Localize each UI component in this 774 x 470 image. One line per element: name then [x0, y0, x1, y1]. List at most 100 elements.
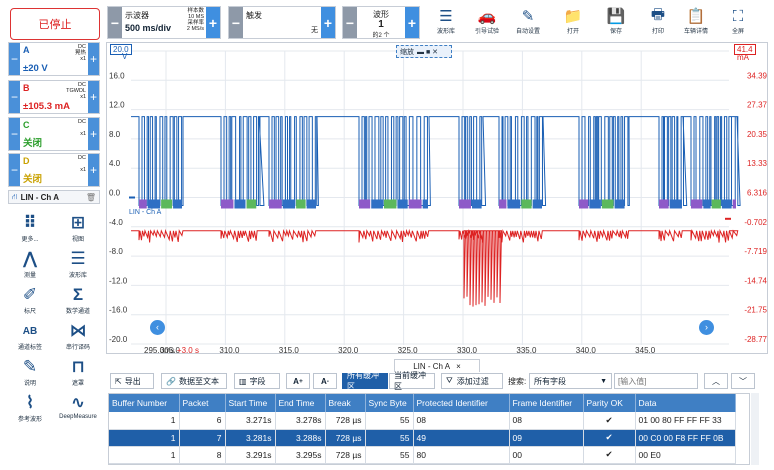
channel-range-decrease-button[interactable]: − [9, 154, 20, 186]
search-prev-button[interactable]: ︿ [704, 373, 728, 389]
font-increase-button[interactable]: A + [286, 373, 310, 389]
x-tick-label: 315.0 [279, 346, 300, 355]
table-scrollbar[interactable] [751, 393, 759, 465]
run-stop-button[interactable]: 已停止 [10, 8, 100, 40]
tool-label: 波形库 [68, 273, 87, 279]
tool-label: 更多... [21, 237, 39, 243]
x-tick-label: 330.0 [457, 346, 478, 355]
tool-label: 串行译码 [65, 345, 90, 351]
column-header[interactable]: Frame Identifier [509, 394, 584, 412]
table-cell: 7 [179, 429, 226, 447]
decode-packet-marker [711, 199, 721, 209]
channel-d-control[interactable]: − D DC x1 关闭 + [8, 153, 100, 187]
decode-packet-marker [147, 199, 161, 209]
y-tick-label: 12.0 [109, 101, 125, 110]
search-next-button[interactable]: ﹀ [731, 373, 755, 389]
scroll-right-icon[interactable]: › [699, 320, 714, 335]
channel-coupling: DC [78, 44, 86, 50]
font-decrease-button[interactable]: A- [313, 373, 337, 389]
channel-b-control[interactable]: − B DC TGWDL x1 ±105.3 mA + [8, 80, 100, 114]
tab-close-icon[interactable]: × [456, 361, 461, 371]
y2-tick-label: -0.702 [744, 218, 767, 227]
channel-a-control[interactable]: − A DC 晃热 x1 ±20 V + [8, 42, 100, 76]
decode-channel-item[interactable]: ⛙ LIN - Ch A 🗑 [8, 190, 100, 204]
column-header[interactable]: Packet [179, 394, 226, 412]
trigger-decrease-button[interactable]: − [229, 7, 243, 38]
link-text-button[interactable]: 🔗 数据至文本 [161, 373, 227, 389]
channel-range-decrease-button[interactable]: − [9, 43, 20, 75]
column-header[interactable]: Protected Identifier [413, 394, 510, 412]
tool-ruler-button[interactable]: ✐ 标尺 [8, 284, 52, 320]
toolbar-save-button[interactable]: 💾 保存 [596, 6, 636, 40]
waveform-next-button[interactable]: + [405, 7, 419, 38]
search-input[interactable] [614, 373, 698, 389]
save-icon: 💾 [606, 8, 626, 25]
search-field-select[interactable]: 所有字段 ▼ [529, 373, 612, 389]
column-header[interactable]: End Time [275, 394, 326, 412]
toolbar-clipboard-button[interactable]: 📋 车辆详情 [676, 6, 716, 40]
tool-deepmeasure-button[interactable]: ∿ DeepMeasure [56, 392, 100, 428]
tool-waveform-library-button[interactable]: ☰ 波形库 [56, 248, 100, 284]
tool-mask-button[interactable]: ⊓ 遮罩 [56, 356, 100, 392]
y-tick-label: -4.0 [109, 218, 123, 227]
table-row[interactable]: 1 7 3.281s 3.288s 728 µs 55 49 09 ✔ 00 C0 00 F8 F… [109, 429, 736, 447]
tool-note-button[interactable]: ✎ 说明 [8, 356, 52, 392]
table-row[interactable]: 1 6 3.271s 3.278s 728 µs 55 08 08 ✔ 01 00 80 FF F… [109, 412, 736, 430]
channel-range-decrease-button[interactable]: − [9, 118, 20, 150]
channel-range-decrease-button[interactable]: − [9, 81, 20, 113]
channel-c-control[interactable]: − C DC x1 关闭 + [8, 117, 100, 151]
toolbar-wand-button[interactable]: ✎ 自动设置 [508, 6, 548, 40]
column-header[interactable]: Parity OK [583, 394, 636, 412]
table-cell: 08 [509, 412, 584, 430]
zoom-controls-icon[interactable]: ▬ ■ ✕ [417, 48, 438, 56]
column-header[interactable]: Start Time [225, 394, 276, 412]
toolbar-waveform-library-button[interactable]: ☰ 波形库 [426, 6, 466, 40]
decode-packet-marker [422, 199, 428, 209]
toolbar-label: 全屏 [731, 29, 744, 35]
y-tick-label: -20.0 [109, 335, 128, 344]
column-header[interactable]: Sync Byte [365, 394, 414, 412]
timebase-increase-button[interactable]: + [206, 7, 220, 38]
tool-more-button[interactable]: ⠿ 更多... [8, 212, 52, 248]
column-header[interactable]: Break [325, 394, 366, 412]
zoom-overview-box[interactable]: 缩放 ▬ ■ ✕ [396, 45, 452, 58]
decode-packet-marker [296, 199, 306, 209]
table-cell: 00 E0 [635, 446, 736, 464]
export-button[interactable]: ⇱ 导出 [110, 373, 154, 389]
sample-count-label: 样本数 [187, 8, 204, 14]
column-header[interactable]: Data [635, 394, 736, 412]
timebase-value[interactable]: 500 ms/div [125, 23, 172, 33]
channel-range-increase-button[interactable]: + [88, 154, 99, 186]
column-header[interactable]: Buffer Number [109, 394, 180, 412]
toolbar-car-button[interactable]: 🚗 引导试验 [467, 6, 507, 40]
tool-view-grid-button[interactable]: ⊞ 视图 [56, 212, 100, 248]
tool-measure-button[interactable]: ⋀ 测量 [8, 248, 52, 284]
waveform-plot[interactable]: 16.0 12.0 8.0 4.0 0.0 -4.0 -8.0 -12.0 -16.0 -20.0… [107, 43, 769, 355]
channel-range-increase-button[interactable]: + [88, 81, 99, 113]
trigger-increase-button[interactable]: + [321, 7, 335, 38]
toolbar-folder-button[interactable]: 📁 打开 [553, 6, 593, 40]
tool-reference-button[interactable]: ⌇ 参考波形 [8, 392, 52, 428]
tab-lin-decode[interactable]: LIN - Ch A × [394, 359, 480, 372]
toolbar-fullscreen-button[interactable]: ⛶ 全屏 [718, 6, 758, 40]
timebase-decrease-button[interactable]: − [108, 7, 122, 38]
tool-channel-label-button[interactable]: AB 通道标签 [8, 320, 52, 356]
waveform-prev-button[interactable]: − [343, 7, 357, 38]
fields-button[interactable]: ▥ 字段 [234, 373, 280, 389]
current-buffer-button[interactable]: 当前缓冲区 [389, 371, 435, 391]
all-buffers-button[interactable]: 所有缓冲区 [342, 371, 388, 391]
tool-label: 说明 [23, 381, 36, 387]
channel-range-increase-button[interactable]: + [88, 118, 99, 150]
toolbar-print-button[interactable]: 🖶 打印 [638, 6, 678, 40]
scope-graph[interactable]: 16.0 12.0 8.0 4.0 0.0 -4.0 -8.0 -12.0 -16.0 -20.0… [106, 42, 769, 355]
add-filter-button[interactable]: ⛛ 添加过滤 [441, 373, 503, 389]
trash-icon[interactable]: 🗑 [85, 192, 96, 202]
decode-packet-marker [471, 199, 482, 209]
tool-serial-decode-button[interactable]: ⋈ 串行译码 [56, 320, 100, 356]
tool-sigma-button[interactable]: Σ 数学通道 [56, 284, 100, 320]
channel-range-increase-button[interactable]: + [88, 43, 99, 75]
table-row[interactable]: 1 8 3.291s 3.295s 728 µs 55 80 00 ✔ 00 E0 [109, 446, 736, 464]
scroll-left-icon[interactable]: ‹ [150, 320, 165, 335]
table-cell: 3.281s [225, 429, 276, 447]
decode-packet-marker [589, 199, 601, 209]
